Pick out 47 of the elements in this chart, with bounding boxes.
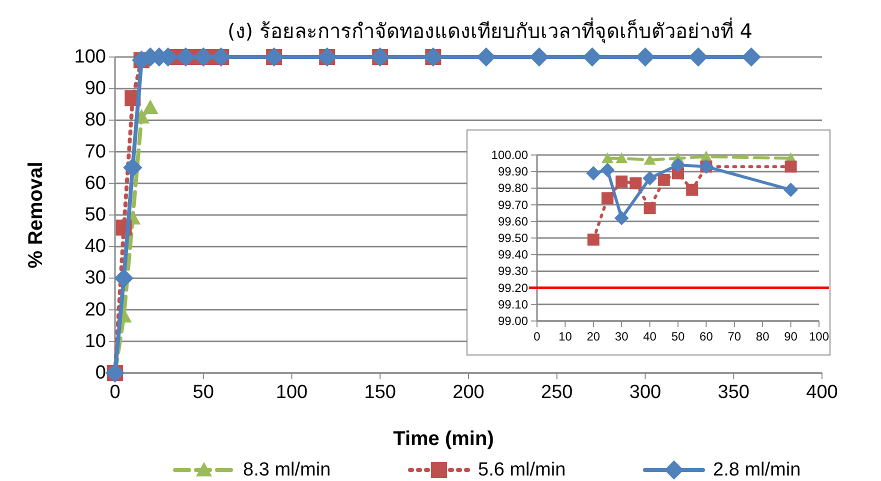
x-tick-label: 350	[718, 382, 750, 404]
x-tick-label: 100	[808, 330, 830, 344]
y-tick-label: 60	[84, 172, 106, 194]
x-tick-label: 30	[614, 330, 629, 344]
y-axis-title: % Removal	[25, 162, 47, 268]
legend-label: 5.6 ml/min	[478, 460, 566, 480]
y-tick-label: 40	[84, 236, 106, 258]
x-tick-label: 70	[728, 330, 742, 344]
y-tick-label: 99.10	[498, 297, 528, 312]
x-tick-label: 50	[192, 382, 214, 404]
x-tick-label: 40	[643, 330, 657, 344]
y-tick-label: 99.00	[498, 314, 528, 328]
x-tick-label: 150	[364, 382, 396, 404]
y-tick-label: 100.00	[491, 148, 528, 162]
y-tick-label: 99.90	[498, 164, 528, 179]
y-tick-label: 20	[84, 299, 106, 320]
y-tick-label: 50	[84, 204, 106, 226]
legend-label: 8.3 ml/min	[243, 460, 331, 480]
y-tick-label: 80	[84, 110, 106, 131]
y-tick-label: 99.70	[498, 198, 528, 212]
x-tick-label: 20	[586, 330, 600, 344]
x-tick-label: 10	[558, 330, 572, 344]
x-tick-label: 250	[541, 382, 573, 404]
x-tick-label: 0	[534, 330, 541, 344]
y-tick-label: 99.30	[498, 264, 528, 278]
x-tick-label: 200	[452, 382, 484, 404]
x-axis-title: Time (min)	[393, 428, 494, 450]
y-tick-label: 100	[74, 46, 106, 68]
x-tick-label: 50	[671, 330, 685, 344]
y-tick-label: 99.20	[498, 280, 528, 295]
y-tick-label: 99.80	[498, 181, 528, 196]
y-tick-label: 0	[95, 362, 106, 384]
x-tick-label: 300	[629, 382, 662, 404]
x-tick-label: 80	[756, 330, 770, 344]
x-tick-label: 400	[806, 382, 838, 404]
y-tick-label: 90	[84, 78, 106, 100]
x-tick-label: 60	[700, 330, 714, 344]
y-tick-label: 99.50	[498, 231, 528, 245]
x-tick-label: 100	[276, 382, 308, 404]
y-tick-label: 99.60	[498, 214, 528, 228]
x-tick-label: 90	[784, 330, 798, 344]
y-tick-label: 30	[84, 268, 106, 289]
legend-label: 2.8 ml/min	[713, 460, 801, 480]
x-tick-label: 0	[110, 382, 120, 404]
y-tick-label: 99.40	[498, 248, 528, 262]
chart-title: (ง) ร้อยละการกำจัดทองแดงเทียบกับเวลาที่จุดเก็บตัวอย่างที่ 4	[227, 17, 753, 44]
y-tick-label: 70	[84, 141, 106, 162]
